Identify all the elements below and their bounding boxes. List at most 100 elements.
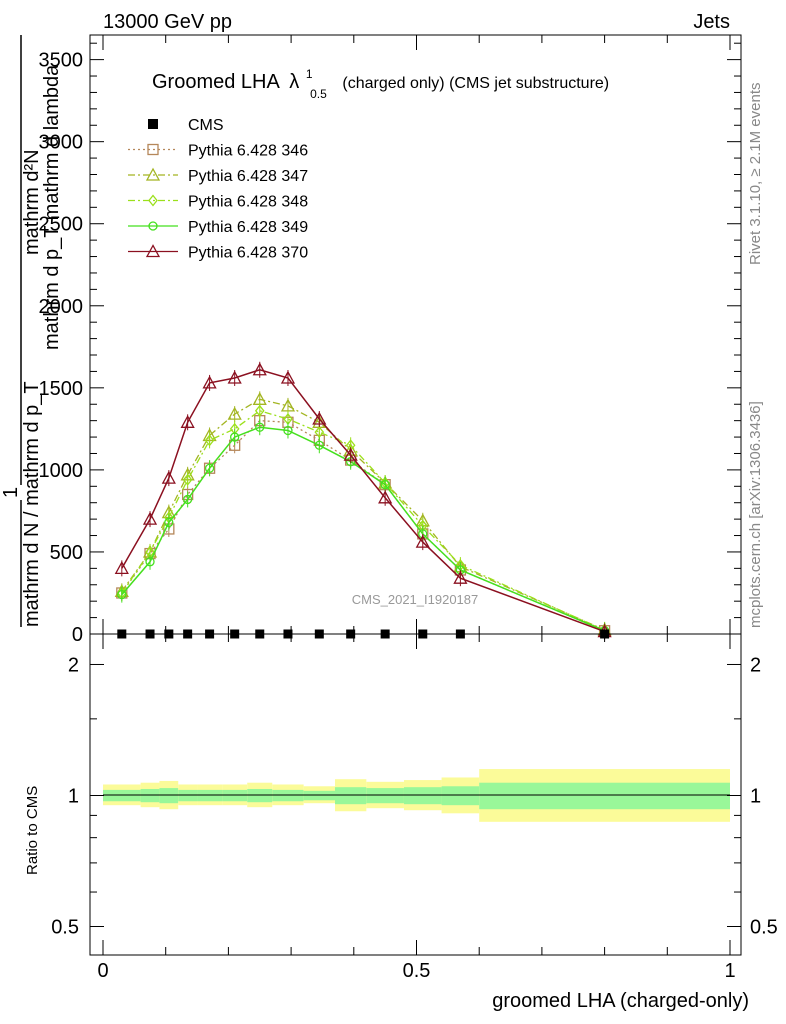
header-right-label: Jets xyxy=(693,11,730,33)
legend-label: Pythia 6.428 349 xyxy=(188,219,308,236)
x-tick-label: 0 xyxy=(97,960,108,982)
legend-marker xyxy=(145,167,161,181)
ratio-y-tick-label: 1 xyxy=(68,785,79,807)
ylabel-line1: mathrm d²N xyxy=(21,149,43,255)
ratio-y-tick-label-right: 1 xyxy=(750,785,761,807)
series-marker xyxy=(314,426,325,439)
legend-label: Pythia 6.428 370 xyxy=(188,245,308,262)
ratio-band-inner xyxy=(441,786,480,806)
series-marker xyxy=(453,570,468,584)
x-ticks: 0 0.5 1 xyxy=(97,634,736,982)
x-tick-label: 0.5 xyxy=(403,960,431,982)
series-marker xyxy=(117,589,127,600)
ylabel-line2: mathrm d p_T mathrm d lambda xyxy=(41,64,63,350)
main-y-tick-label: 2500 xyxy=(39,214,84,236)
main-y-tick-label: 500 xyxy=(50,542,83,564)
series-marker xyxy=(380,480,390,490)
mcplots-label: mcplots.cern.ch [arXiv:1306.3436] xyxy=(747,401,764,628)
ratio-frame xyxy=(89,633,742,956)
legend-marker xyxy=(147,143,159,156)
series-marker xyxy=(180,414,195,428)
series-marker xyxy=(114,560,129,575)
chart-title-sup: 1 xyxy=(306,67,313,81)
series-line-4 xyxy=(121,426,605,632)
chart-title-sub: 0.5 xyxy=(310,87,327,101)
ratio-y-ticks: 0.5 0.5 1 1 2 2 xyxy=(51,654,778,938)
legend-label: Pythia 6.428 347 xyxy=(188,168,308,185)
header-left-label: 13000 GeV pp xyxy=(103,11,232,33)
series-line-2 xyxy=(121,398,605,631)
series-marker xyxy=(230,432,240,442)
ratio-band-inner xyxy=(403,787,442,805)
ratio-band-inner xyxy=(247,788,273,803)
chart-title-symbol: λ xyxy=(289,71,299,93)
ratio-y-tick-label: 0.5 xyxy=(51,916,79,938)
main-y-ticks: 0 500 1000 1500 2000 2500 3000 3500 xyxy=(39,35,741,646)
x-axis-label: groomed LHA (charged-only) xyxy=(492,990,749,1012)
series-marker xyxy=(314,440,324,450)
series-marker xyxy=(312,411,327,425)
x-tick-label: 1 xyxy=(724,960,735,982)
ratio-band-inner xyxy=(222,789,248,802)
main-y-axis-label: mathrm d²N mathrm d p_T mathrm d lambda … xyxy=(0,35,63,627)
series-marker xyxy=(280,370,296,384)
series-marker xyxy=(142,511,158,525)
ratio-band-inner xyxy=(140,788,160,803)
legend-label: Pythia 6.428 348 xyxy=(188,194,308,211)
ratio-band-inner xyxy=(334,787,367,805)
ratio-band-inner xyxy=(159,788,179,804)
series-marker xyxy=(164,517,174,528)
main-y-tick-label: 2000 xyxy=(39,296,84,318)
series-marker xyxy=(378,490,393,504)
ylabel-line4: mathrm d N / mathrm d p_T xyxy=(21,381,43,627)
legend-label: CMS xyxy=(188,117,224,134)
ratio-y-tick-label-right: 0.5 xyxy=(750,916,778,938)
series-marker xyxy=(255,422,265,432)
legend-marker xyxy=(148,194,158,207)
ratio-panel: 0.5 0.51 12 2 0 0.5 1 xyxy=(51,633,778,982)
series-marker xyxy=(227,370,242,384)
series-marker xyxy=(415,534,430,548)
series-marker xyxy=(204,434,215,447)
series-line-5 xyxy=(121,368,605,633)
series-marker xyxy=(161,470,176,484)
legend-marker-cms xyxy=(148,119,158,129)
legend-marker xyxy=(145,244,161,258)
main-y-tick-label: 3500 xyxy=(39,50,84,72)
series-marker xyxy=(182,494,193,505)
series-line-3 xyxy=(121,410,605,631)
ratio-band-inner xyxy=(366,788,404,804)
ratio-band-inner xyxy=(303,790,335,801)
chart-title-suffix: (charged only) (CMS jet substructure) xyxy=(342,75,609,92)
ylabel-line3: 1 xyxy=(0,487,22,498)
rivet-label: Rivet 3.1.10, ≥ 2.1M events xyxy=(747,83,764,266)
legend-label: Pythia 6.428 346 xyxy=(188,143,308,160)
ratio-band-inner xyxy=(479,782,730,810)
series-marker xyxy=(202,375,217,389)
legend: CMS Pythia 6.428 346 Pythia 6.428 347 Pythi… xyxy=(128,117,308,262)
ratio-band-inner xyxy=(272,789,304,802)
ratio-band-inner xyxy=(178,789,198,802)
series-marker xyxy=(204,463,215,473)
series-marker xyxy=(252,362,267,376)
ratio-band-inner xyxy=(197,789,223,802)
main-y-tick-label: 1000 xyxy=(39,460,84,482)
ratio-y-tick-label: 2 xyxy=(68,654,79,676)
ratio-y-axis-label: Ratio to CMS xyxy=(24,786,41,875)
main-y-tick-label: 3000 xyxy=(39,132,84,154)
watermark: CMS_2021_I1920187 xyxy=(352,592,479,607)
main-y-tick-label: 1500 xyxy=(39,378,84,400)
series-marker xyxy=(254,404,265,417)
ratio-y-tick-label-right: 2 xyxy=(750,654,761,676)
legend-marker xyxy=(148,221,158,231)
main-y-tick-label: 0 xyxy=(72,624,83,646)
series-marker xyxy=(343,447,358,461)
ratio-band-inner xyxy=(103,789,141,802)
series-marker xyxy=(280,398,296,412)
series-marker xyxy=(227,406,242,420)
series-line-1 xyxy=(121,419,605,632)
chart-title: Groomed LHA λ 1 0.5 (charged only) (CMS … xyxy=(152,61,609,103)
main-series xyxy=(114,361,612,640)
main-panel: 0 500 1000 1500 2000 2500 3000 3500 CMS_2021_I1… xyxy=(39,34,742,646)
